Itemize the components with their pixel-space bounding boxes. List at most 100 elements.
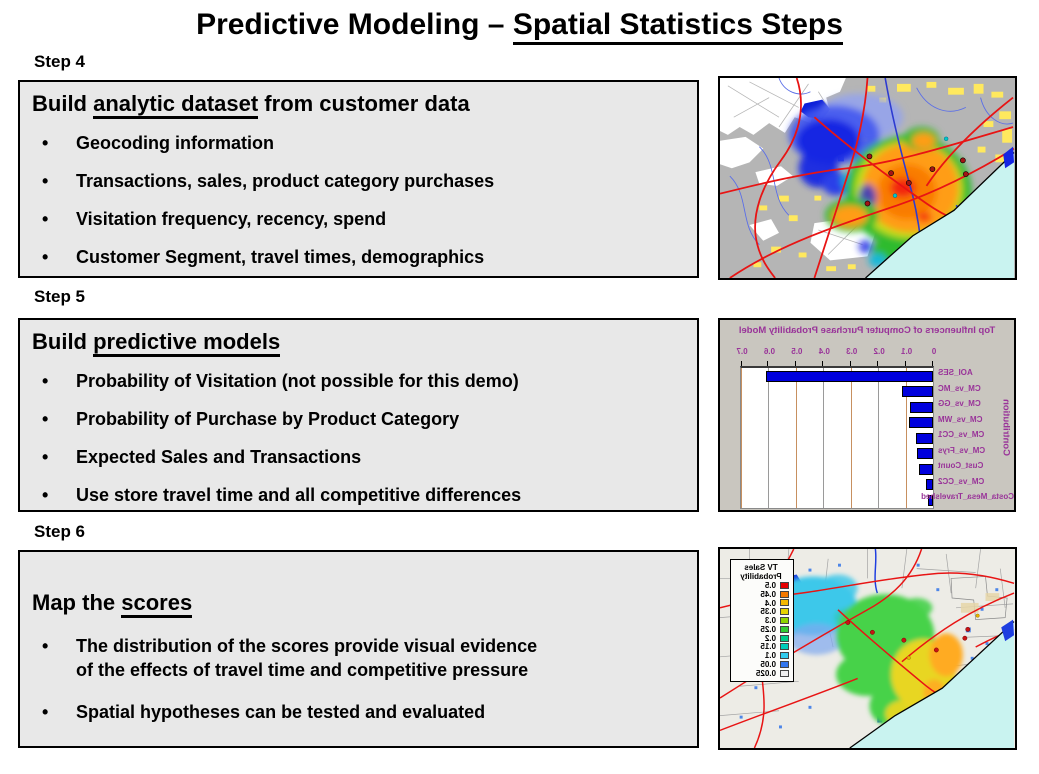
legend-color-swatch: [780, 625, 789, 633]
legend-value: 0.3: [764, 616, 776, 626]
gridline: [795, 368, 797, 508]
legend-value: 0.25: [760, 624, 776, 634]
bar: [917, 448, 933, 460]
legend-row: 0.45: [733, 590, 789, 599]
step-5-bullet-list: Probability of Visitation (not possible …: [20, 369, 697, 507]
mirrored-chart-container: Top Influencers of Computer Purchase Pro…: [720, 320, 1014, 510]
step-6-heading: Map the scores: [32, 590, 697, 618]
category-label: CM_vs_CC2: [938, 476, 985, 486]
category-label: Costa_Mesa_Travelshed: [921, 492, 1014, 502]
legend-color-swatch: [780, 617, 789, 625]
legend-rows: 0.5 0.45 0.4 0.35 0.3 0.25 0.2 0.15 0.1 0.05 0.025: [733, 581, 789, 678]
page-title: Predictive Modeling – Spatial Statistics…: [0, 8, 1039, 45]
legend-row: 0.3: [733, 616, 789, 625]
legend-row: 0.15: [733, 642, 789, 652]
category-label: CM_vs_CC1: [938, 430, 985, 440]
score-map-image: TV Sales Probability 0.5 0.45 0.4 0.35 0.3 0.…: [718, 547, 1017, 750]
gridline: [878, 368, 880, 508]
red-highways: [720, 78, 1015, 278]
bar: [910, 401, 933, 413]
bullet-item: Visitation frequency, recency, spend: [20, 207, 697, 231]
bar: [902, 386, 933, 398]
heading-underlined-text: scores: [121, 590, 193, 618]
legend-color-swatch: [780, 643, 789, 651]
category-label: AOI_SES: [938, 368, 973, 377]
axis-tick-label: 0.4: [818, 347, 830, 356]
legend-color-swatch: [780, 634, 789, 642]
legend-color-swatch: [780, 661, 789, 669]
legend-title-line: TV Sales: [744, 563, 778, 572]
legend-value: 0.1: [764, 651, 776, 661]
axis-tick-label: 0.3: [846, 347, 858, 356]
legend-row: 0.5: [733, 581, 789, 590]
bullet-item: Probability of Visitation (not possible …: [20, 369, 697, 393]
step-5-label: Step 5: [34, 287, 86, 306]
bullet-item: Customer Segment, travel times, demograp…: [20, 245, 697, 269]
step-5-content-box: Build predictive models Probability of V…: [18, 318, 699, 512]
legend-value: 0.5: [764, 580, 776, 590]
coastline: [849, 621, 1015, 748]
heading-text: Build: [32, 329, 94, 354]
legend-row: 0.4: [733, 599, 789, 608]
coastline: [865, 152, 1015, 278]
poi-marks: [906, 613, 980, 660]
legend-row: 0.2: [733, 634, 789, 643]
legend-title-line: Probability: [740, 572, 782, 581]
gridline: [741, 368, 742, 508]
gridline: [823, 368, 825, 508]
step-4-label: Step 4: [34, 52, 86, 71]
legend-color-swatch: [780, 581, 789, 589]
axis-tick: [794, 361, 796, 366]
bar: [918, 463, 933, 475]
legend-value: 0.15: [760, 642, 776, 652]
chart-title: Top Influencers of Computer Purchase Pro…: [738, 325, 996, 336]
axis-tick: [904, 361, 906, 366]
step-4-bullet-list: Geocoding information Transactions, sale…: [20, 131, 697, 269]
heading-underlined-text: analytic dataset: [93, 91, 259, 119]
legend-color-swatch: [780, 608, 789, 616]
bullet-item: Use store travel time and all competitiv…: [20, 483, 697, 507]
store-location-dots: [845, 620, 971, 653]
ocean: [849, 621, 1015, 748]
legend-value: 0.4: [764, 598, 776, 608]
legend-color-swatch: [780, 590, 789, 598]
ocean: [865, 152, 1015, 278]
chart-plot-area: [740, 361, 934, 509]
bullet-item: Expected Sales and Transactions: [20, 445, 697, 469]
axis-tick-label: 0.5: [791, 347, 803, 356]
category-label: CM_vs_GG: [938, 399, 981, 409]
category-label: CM_vs_MC: [938, 383, 981, 393]
legend-value: 0.025: [755, 668, 776, 678]
axis-tick: [741, 361, 742, 366]
unshaded-regions: [720, 78, 876, 261]
axis-tick-label: 0: [931, 347, 937, 356]
bullet-item: Probability of Purchase by Product Categ…: [20, 407, 697, 431]
legend-row: 0.1: [733, 651, 789, 660]
heading-text: from customer data: [258, 91, 470, 116]
legend-value: 0.45: [760, 589, 776, 599]
axis-tick: [767, 361, 769, 366]
legend-row: 0.35: [733, 607, 789, 616]
customer-heatmap-svg: [720, 78, 1015, 278]
axis-tick-label: 0.2: [873, 347, 885, 356]
legend-color-swatch: [780, 652, 789, 660]
harbor: [1001, 619, 1015, 642]
axis-tick-label: 0.6: [763, 347, 775, 356]
title-underlined: Spatial Statistics Steps: [512, 8, 843, 45]
legend-value: 0.35: [760, 607, 776, 617]
bar: [766, 370, 933, 382]
beige-patches: [960, 593, 1000, 613]
street-texture: [727, 81, 863, 255]
customer-heatmap-image: [718, 76, 1017, 280]
bar: [926, 479, 933, 491]
legend-color-swatch: [780, 669, 789, 677]
heading-text: Build: [32, 91, 94, 116]
title-prefix: Predictive Modeling –: [196, 8, 513, 41]
step-4-heading: Build analytic dataset from customer dat…: [32, 91, 697, 119]
heading-text: Map the: [32, 590, 122, 615]
axis-tick-label: 0.7: [736, 347, 748, 356]
bullet-item: The distribution of the scores provide v…: [20, 634, 697, 682]
legend-row: 0.05: [733, 660, 789, 669]
category-label: CM_vs_Frys: [938, 445, 986, 455]
tv-sales-probability-legend: TV Sales Probability 0.5 0.45 0.4 0.35 0.3 0.…: [730, 559, 794, 682]
